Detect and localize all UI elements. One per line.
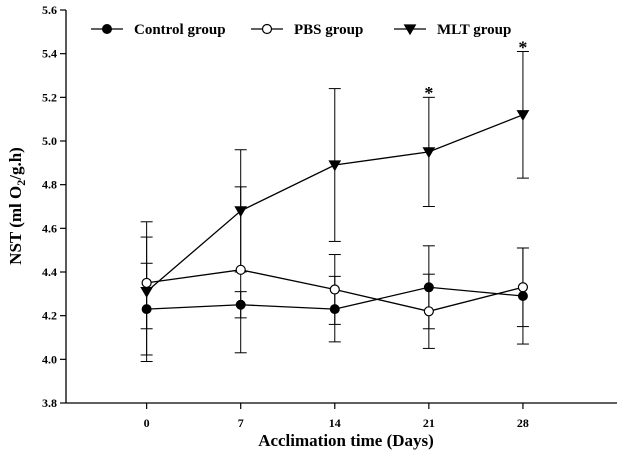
y-tick-label: 3.8: [42, 396, 57, 410]
axes: [65, 10, 617, 404]
legend-marker: [102, 24, 112, 34]
series-markers: [140, 110, 530, 317]
y-tick-label: 4.6: [42, 221, 57, 235]
x-tick-label: 7: [238, 416, 244, 430]
legend-marker: [261, 23, 273, 35]
error-bars: [140, 50, 529, 363]
legend-item: Control group: [91, 22, 226, 38]
y-tick-label: 4.4: [42, 265, 57, 279]
x-tick-label: 14: [329, 416, 341, 430]
data-point: [329, 304, 340, 315]
annotations: **: [424, 37, 527, 103]
data-point: [423, 282, 434, 293]
legend: Control group PBS group MLT group: [91, 22, 511, 38]
significance-marker: *: [424, 83, 433, 103]
legend-label: PBS group: [294, 22, 363, 38]
data-point: [423, 306, 434, 317]
data-point: [141, 304, 152, 315]
data-point: [328, 160, 342, 172]
legend-label: MLT group: [437, 22, 511, 38]
legend-label: Control group: [134, 22, 226, 38]
y-tick-label: 4.0: [42, 352, 57, 366]
x-axis-title: Acclimation time (Days): [258, 431, 434, 450]
data-point: [140, 287, 154, 298]
significance-marker: *: [518, 37, 527, 57]
x-tick-label: 0: [144, 416, 150, 430]
y-tick-label: 5.6: [42, 3, 57, 17]
data-point: [235, 299, 246, 310]
data-point: [141, 277, 152, 289]
data-point: [516, 110, 530, 122]
legend-item: PBS group: [251, 22, 363, 38]
data-point: [517, 291, 528, 302]
y-tick-label: 4.8: [42, 178, 57, 192]
y-axis-title-subscript: 2: [14, 180, 28, 186]
data-point: [329, 284, 340, 295]
legend-marker: [403, 24, 417, 36]
y-axis-title-tail: /g.h): [6, 147, 25, 181]
legend-item: MLT group: [394, 22, 511, 38]
data-point: [517, 282, 529, 293]
y-tick-label: 5.4: [42, 47, 57, 61]
y-tick-label: 4.2: [42, 309, 57, 323]
data-point: [234, 206, 248, 218]
x-tick-label: 21: [423, 416, 435, 430]
y-axis-title: NST (ml O2/g.h): [6, 147, 28, 265]
ticks: 3.8 4.0 4.2 4.4 4.6 4.8 5.0 5.2 5.4 5.6 0 7 14 21 28: [42, 3, 529, 430]
y-tick-label: 5.0: [42, 134, 57, 148]
x-tick-label: 28: [517, 416, 529, 430]
data-point: [422, 147, 436, 159]
y-tick-label: 5.2: [42, 90, 57, 104]
y-axis-title-main: NST (ml O: [6, 186, 25, 265]
data-point: [235, 264, 246, 275]
